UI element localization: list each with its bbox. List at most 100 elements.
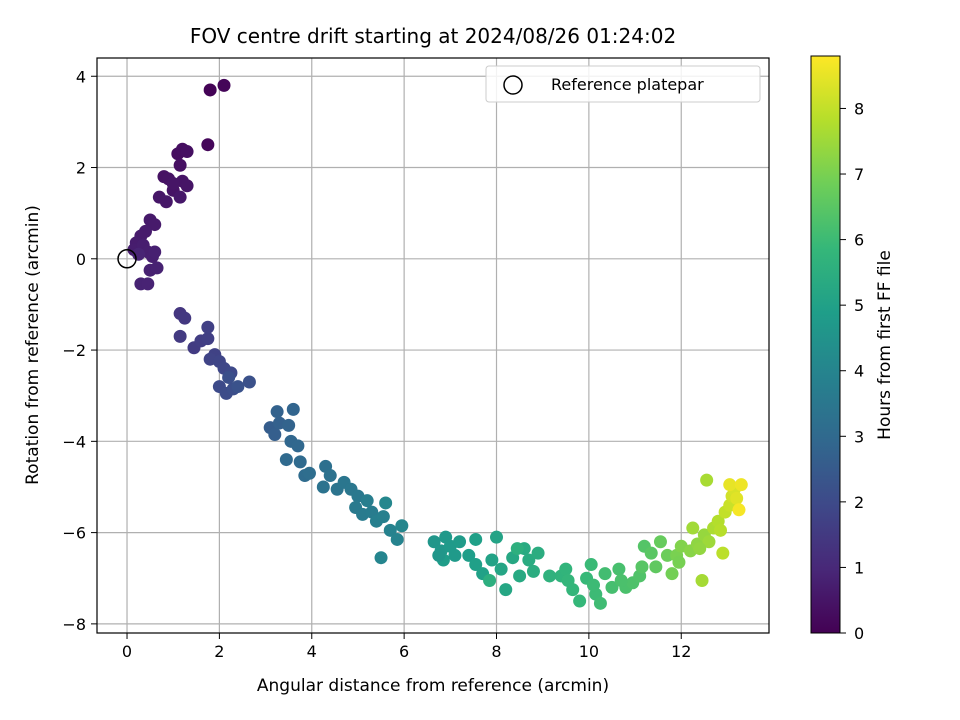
data-point <box>173 329 187 343</box>
data-point <box>180 145 194 159</box>
data-point <box>286 402 300 416</box>
data-point <box>526 564 540 578</box>
data-point <box>201 332 215 346</box>
data-point <box>614 574 628 588</box>
data-point <box>148 245 162 259</box>
data-point <box>217 78 231 92</box>
colorbar-tick-label: 8 <box>854 99 864 118</box>
y-tick-label: −6 <box>62 524 86 543</box>
colorbar-tick-label: 3 <box>854 427 864 446</box>
data-point <box>173 190 187 204</box>
data-point <box>469 558 483 572</box>
chart-title: FOV centre drift starting at 2024/08/26 … <box>190 24 676 48</box>
data-point <box>499 583 513 597</box>
data-point <box>543 569 557 583</box>
data-point <box>494 562 508 576</box>
data-point <box>644 546 658 560</box>
data-point <box>693 542 707 556</box>
data-point <box>432 548 446 562</box>
colorbar-tick-label: 2 <box>854 493 864 512</box>
data-point <box>453 535 467 549</box>
colorbar-tick-label: 7 <box>854 165 864 184</box>
data-point <box>360 494 374 508</box>
data-point <box>302 466 316 480</box>
data-point <box>159 195 173 209</box>
data-point <box>485 553 499 567</box>
data-point <box>222 370 236 384</box>
data-point <box>148 218 162 232</box>
data-point <box>141 277 155 291</box>
data-point <box>231 380 245 394</box>
data-point <box>649 560 663 574</box>
data-point <box>395 519 409 533</box>
data-point <box>593 596 607 610</box>
data-point <box>490 530 504 544</box>
y-axis-label: Rotation from reference (arcmin) <box>23 205 43 485</box>
data-point <box>180 179 194 193</box>
data-point <box>469 532 483 546</box>
x-tick-label: 6 <box>399 642 409 661</box>
y-tick-label: −4 <box>62 432 86 451</box>
data-point <box>605 580 619 594</box>
colorbar-tick-label: 4 <box>854 362 864 381</box>
data-point <box>531 546 545 560</box>
data-point <box>201 320 215 334</box>
data-point <box>653 535 667 549</box>
data-point <box>150 261 164 275</box>
data-point <box>561 574 575 588</box>
y-tick-label: −8 <box>62 615 86 634</box>
data-point <box>374 551 388 565</box>
data-point <box>702 535 716 549</box>
data-point <box>598 567 612 581</box>
data-point <box>323 469 337 483</box>
data-point <box>522 553 536 567</box>
data-point <box>732 503 746 517</box>
colorbar-gradient <box>810 55 841 634</box>
legend-box <box>485 65 761 103</box>
data-point <box>383 523 397 537</box>
legend-reference-label: Reference platepar <box>551 75 704 94</box>
data-point <box>448 548 462 562</box>
x-tick-label: 0 <box>122 642 132 661</box>
data-point <box>695 574 709 588</box>
data-point <box>665 567 679 581</box>
data-point <box>672 555 686 569</box>
data-point <box>586 578 600 592</box>
data-point <box>293 455 307 469</box>
plot-area: 0 2 4 6 8 10 12 −8 −6 −4 −2 0 2 4 <box>62 57 770 661</box>
data-point <box>660 548 674 562</box>
data-point <box>559 562 573 576</box>
data-point <box>716 546 730 560</box>
data-point <box>510 542 524 556</box>
colorbar: 0 1 2 3 4 5 6 7 8 <box>810 55 864 643</box>
data-point <box>635 560 649 574</box>
data-point <box>723 478 737 492</box>
data-point <box>242 375 256 389</box>
data-point <box>268 427 282 441</box>
colorbar-tick-label: 5 <box>854 296 864 315</box>
data-point <box>270 405 284 419</box>
x-tick-label: 12 <box>671 642 691 661</box>
x-axis-label: Angular distance from reference (arcmin) <box>257 676 609 696</box>
data-point <box>376 510 390 524</box>
y-tick-label: 0 <box>76 250 86 269</box>
data-point <box>612 562 626 576</box>
data-point <box>279 453 293 467</box>
data-point <box>584 558 598 572</box>
reference-platepar-marker <box>117 249 137 269</box>
x-tick-label: 4 <box>307 642 317 661</box>
legend: Reference platepar <box>485 65 761 103</box>
data-point <box>178 311 192 325</box>
x-tick-label: 8 <box>491 642 501 661</box>
data-point <box>462 548 476 562</box>
data-point <box>483 574 497 588</box>
colorbar-label: Hours from first FF file <box>875 250 895 440</box>
data-point <box>686 521 700 535</box>
data-point <box>573 594 587 608</box>
legend-reference-marker <box>503 75 523 95</box>
data-point <box>201 138 215 152</box>
x-tick-label: 2 <box>214 642 224 661</box>
colorbar-tick-label: 0 <box>854 624 864 643</box>
data-point <box>173 158 187 172</box>
